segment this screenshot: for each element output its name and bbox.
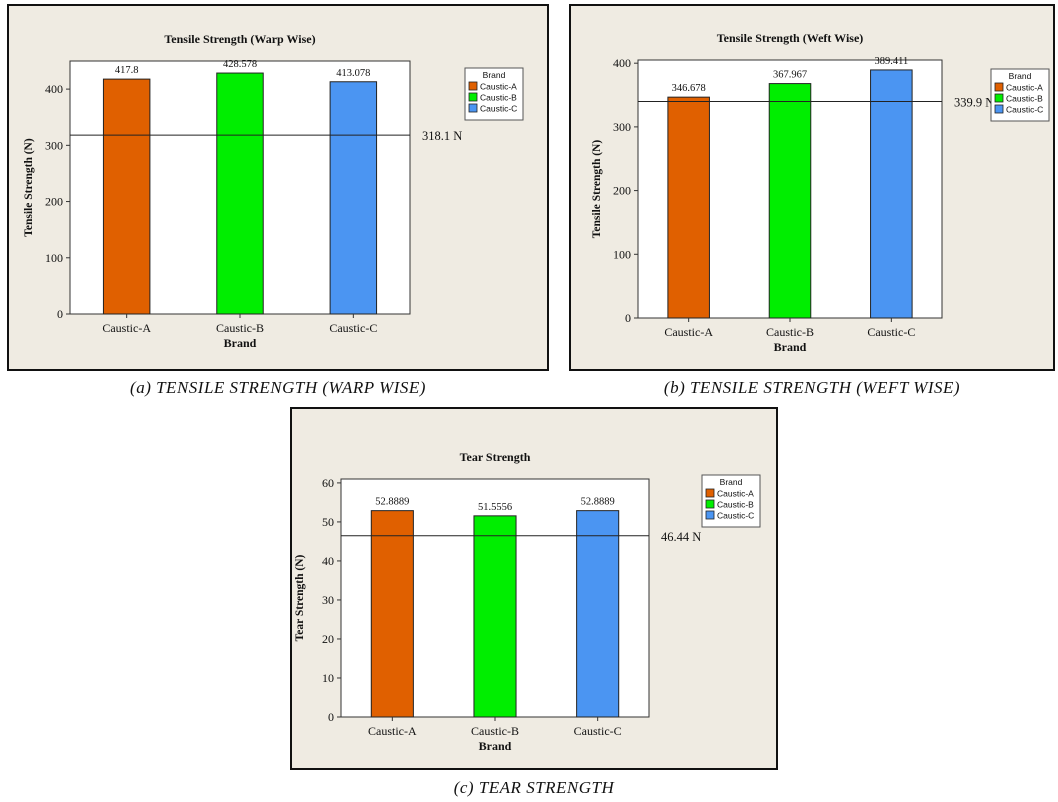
caption-warp: (a) TENSILE STRENGTH (WARP WISE) bbox=[130, 378, 426, 397]
chart-warp: Tensile Strength (Warp Wise) 0 100 200 300 40… bbox=[23, 32, 524, 350]
bar-value-label: 389.411 bbox=[874, 56, 908, 67]
bar-value-label: 346.678 bbox=[672, 83, 706, 94]
legend-swatch bbox=[705, 488, 715, 498]
y-tick-label: 40 bbox=[322, 554, 334, 568]
y-tick-label: 0 bbox=[625, 311, 631, 325]
y-tick-label: 300 bbox=[613, 120, 631, 134]
legend-swatch bbox=[994, 82, 1004, 92]
x-tick-label: Caustic-C bbox=[329, 321, 377, 335]
chart-title: Tensile Strength (Warp Wise) bbox=[164, 32, 315, 46]
chart-panel-warp: Tensile Strength (Warp Wise) 0 100 200 300 40… bbox=[7, 4, 549, 371]
bar-caustic-a bbox=[667, 96, 710, 319]
bar-value-label: 367.967 bbox=[773, 70, 807, 81]
chart-panel-weft: Tensile Strength (Weft Wise) 0 100 200 300 40… bbox=[569, 4, 1055, 371]
legend-label: Caustic-C bbox=[717, 511, 754, 521]
legend-swatch bbox=[994, 104, 1004, 114]
bar-value-label: 428.578 bbox=[223, 59, 257, 70]
y-tick-label: 10 bbox=[322, 671, 334, 685]
caption-weft: (b) TENSILE STRENGTH (WEFT WISE) bbox=[663, 378, 961, 397]
y-tick-label: 0 bbox=[57, 307, 63, 321]
caption-tear: (c) TEAR STRENGTH bbox=[453, 778, 615, 797]
y-tick-label: 0 bbox=[328, 710, 334, 724]
bar-caustic-c bbox=[576, 510, 620, 718]
y-tick-label: 60 bbox=[322, 476, 334, 490]
y-tick-label: 20 bbox=[322, 632, 334, 646]
y-tick-label: 50 bbox=[322, 515, 334, 529]
reference-line-label: 339.9 N bbox=[954, 95, 994, 109]
legend-swatch bbox=[468, 81, 478, 91]
bar-caustic-b bbox=[216, 72, 264, 315]
x-tick-label: Caustic-B bbox=[216, 321, 264, 335]
y-axis-label: Tensile Strength (N) bbox=[591, 140, 603, 239]
bar-caustic-b bbox=[473, 515, 517, 718]
x-tick-label: Caustic-C bbox=[574, 724, 622, 738]
legend-label: Caustic-A bbox=[480, 82, 517, 92]
chart-title: Tensile Strength (Weft Wise) bbox=[717, 31, 864, 45]
bar-caustic-a bbox=[370, 510, 414, 718]
chart-title: Tear Strength bbox=[460, 450, 531, 464]
legend-swatch bbox=[705, 499, 715, 509]
bar-value-label: 413.078 bbox=[336, 68, 370, 79]
legend-title: Brand bbox=[483, 70, 506, 80]
legend-label: Caustic-C bbox=[480, 104, 517, 114]
legend-label: Caustic-C bbox=[1006, 105, 1043, 115]
reference-line-label: 318.1 N bbox=[422, 129, 462, 143]
legend-swatch bbox=[705, 510, 715, 520]
legend-title: Brand bbox=[720, 477, 743, 487]
legend-label: Caustic-B bbox=[1006, 94, 1043, 104]
bar-caustic-b bbox=[768, 83, 812, 319]
chart-weft: Tensile Strength (Weft Wise) 0 100 200 300 40… bbox=[591, 31, 1050, 354]
legend-label: Caustic-A bbox=[1006, 83, 1043, 93]
legend-title: Brand bbox=[1009, 71, 1032, 81]
bar-caustic-c bbox=[870, 69, 913, 319]
legend-label: Caustic-A bbox=[717, 489, 754, 499]
x-tick-label: Caustic-A bbox=[102, 321, 151, 335]
chart-panel-tear: Tear Strength 0 10 20 30 40 50 60 Tear Strength … bbox=[290, 407, 778, 770]
y-axis-label: Tear Strength (N) bbox=[294, 554, 306, 641]
y-tick-label: 400 bbox=[45, 82, 63, 96]
legend-label: Caustic-B bbox=[717, 500, 754, 510]
y-tick-label: 30 bbox=[322, 593, 334, 607]
bar-value-label: 52.8889 bbox=[581, 497, 615, 508]
y-tick-label: 200 bbox=[45, 195, 63, 209]
x-axis-label: Brand bbox=[224, 336, 257, 350]
chart-tear: Tear Strength 0 10 20 30 40 50 60 Tear Strength … bbox=[294, 450, 761, 753]
y-tick-label: 100 bbox=[613, 247, 631, 261]
y-tick-label: 400 bbox=[613, 56, 631, 70]
y-axis-label: Tensile Strength (N) bbox=[23, 138, 35, 237]
bar-caustic-c bbox=[329, 81, 378, 315]
x-tick-label: Caustic-B bbox=[471, 724, 519, 738]
y-tick-label: 300 bbox=[45, 138, 63, 152]
reference-line-label: 46.44 N bbox=[661, 530, 701, 544]
bar-value-label: 51.5556 bbox=[478, 502, 512, 513]
legend-swatch bbox=[468, 103, 478, 113]
legend-label: Caustic-B bbox=[480, 93, 517, 103]
x-tick-label: Caustic-B bbox=[766, 325, 814, 339]
x-tick-label: Caustic-A bbox=[368, 724, 417, 738]
legend-swatch bbox=[468, 92, 478, 102]
x-axis-label: Brand bbox=[774, 340, 807, 354]
bar-value-label: 52.8889 bbox=[375, 497, 409, 508]
y-tick-label: 200 bbox=[613, 184, 631, 198]
bar-caustic-a bbox=[102, 78, 151, 315]
x-tick-label: Caustic-C bbox=[867, 325, 915, 339]
x-axis-label: Brand bbox=[479, 739, 512, 753]
legend-swatch bbox=[994, 93, 1004, 103]
x-tick-label: Caustic-A bbox=[664, 325, 713, 339]
y-tick-label: 100 bbox=[45, 251, 63, 265]
bar-value-label: 417.8 bbox=[115, 65, 139, 76]
